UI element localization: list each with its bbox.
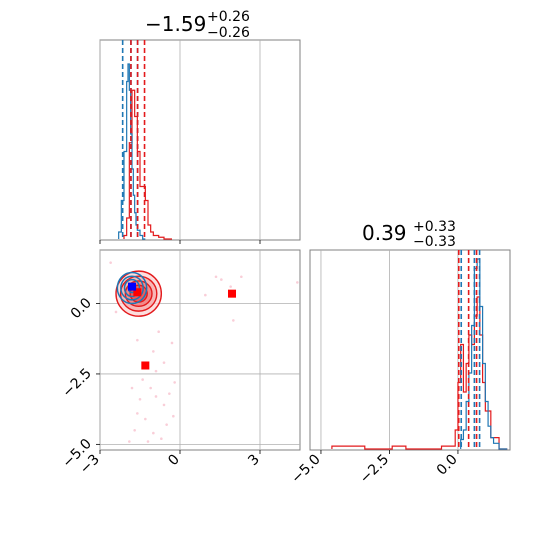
joint-blue-contour <box>116 271 148 305</box>
joint-scatter <box>109 261 299 443</box>
joint-scatter-point <box>157 330 160 333</box>
joint-scatter-point <box>214 275 218 279</box>
joint-red-marker <box>141 361 150 370</box>
joint-scatter-point <box>162 361 166 364</box>
joint-scatter-point <box>173 381 176 384</box>
joint-scatter-point <box>128 440 131 443</box>
joint-x-tick-label: 3 <box>245 452 263 470</box>
joint-scatter-point <box>229 285 232 288</box>
hist-param2-title-value: 0.39 <box>362 221 407 245</box>
joint-scatter-point <box>162 403 166 407</box>
joint-scatter-point <box>141 378 144 381</box>
joint-scatter-point <box>130 386 134 390</box>
hist-param1-title-value: −1.59 <box>145 12 206 36</box>
joint-scatter-point <box>170 341 174 345</box>
hist-param1-frame <box>99 39 301 241</box>
joint-scatter-point <box>136 338 139 342</box>
hist-param2-title-plus: +0.33 <box>413 219 456 235</box>
hist-param1-quantile-lines <box>121 40 146 240</box>
joint-y-tick-label: 0.0 <box>68 295 95 322</box>
joint-scatter-point <box>220 278 223 281</box>
hist-param2-tick-label: 0.0 <box>434 452 461 479</box>
joint-scatter-point <box>109 261 112 264</box>
hist-param2-ticks: −5.0 −2.5 0.0 <box>288 450 461 487</box>
joint-y-tick-label: −2.5 <box>59 365 94 400</box>
hist-param1-title-plus: +0.26 <box>207 9 250 25</box>
joint-grid <box>99 250 300 450</box>
joint-scatter-point <box>133 428 136 432</box>
joint-scatter-point <box>232 319 235 322</box>
joint-scatter-point <box>204 293 207 297</box>
joint-scatter-point <box>240 275 243 279</box>
hist-param1-panel: −1.59 +0.26 −0.26 <box>99 9 301 244</box>
hist-param1-red-step <box>123 89 172 240</box>
joint-scatter-point <box>165 423 168 426</box>
joint-y-ticks: 0.0−2.5−5.0 <box>59 295 100 471</box>
hist-param1-title-minus: −0.26 <box>207 25 250 41</box>
joint-red-marker <box>133 288 142 297</box>
joint-scatter-point <box>146 440 150 443</box>
joint-scatter-point <box>138 397 142 401</box>
joint-scatter-point <box>296 281 299 284</box>
joint-blue-contour <box>123 278 141 298</box>
hist-param2-tick-label: −2.5 <box>357 452 392 487</box>
joint-scatter-point <box>114 310 118 314</box>
joint-blue-marker <box>128 282 136 291</box>
joint-markers <box>128 282 236 370</box>
hist-param1-ticks <box>99 240 261 244</box>
joint-scatter-point <box>152 431 155 435</box>
hist-param2-panel: −5.0 −2.5 0.0 0.39 +0.33 −0.33 <box>288 219 511 487</box>
joint-x-ticks: −3 0 3 <box>77 450 263 477</box>
joint-panel: −3 0 3 0.0−2.5−5.0 <box>59 249 301 477</box>
joint-scatter-point <box>172 414 175 418</box>
hist-param1-steps <box>118 63 172 240</box>
hist-param2-title-minus: −0.33 <box>413 234 456 250</box>
joint-red-marker <box>228 289 236 298</box>
joint-scatter-point <box>154 369 158 373</box>
joint-scatter-point <box>160 437 163 441</box>
joint-scatter-point <box>149 386 152 390</box>
joint-scatter-point <box>152 350 155 353</box>
hist-param1-grid <box>99 40 261 240</box>
hist-param1-blue-step <box>118 63 146 240</box>
joint-scatter-point <box>154 395 158 398</box>
joint-scatter-point <box>168 392 171 395</box>
hist-param2-tick-label: −5.0 <box>288 452 323 487</box>
joint-blue-contour <box>120 275 144 301</box>
joint-scatter-point <box>136 412 139 415</box>
joint-x-tick-label: 0 <box>165 452 183 470</box>
hist-param2-quantile-lines <box>457 250 481 450</box>
hist-param2-red-step <box>331 296 508 450</box>
joint-scatter-point <box>144 417 147 421</box>
